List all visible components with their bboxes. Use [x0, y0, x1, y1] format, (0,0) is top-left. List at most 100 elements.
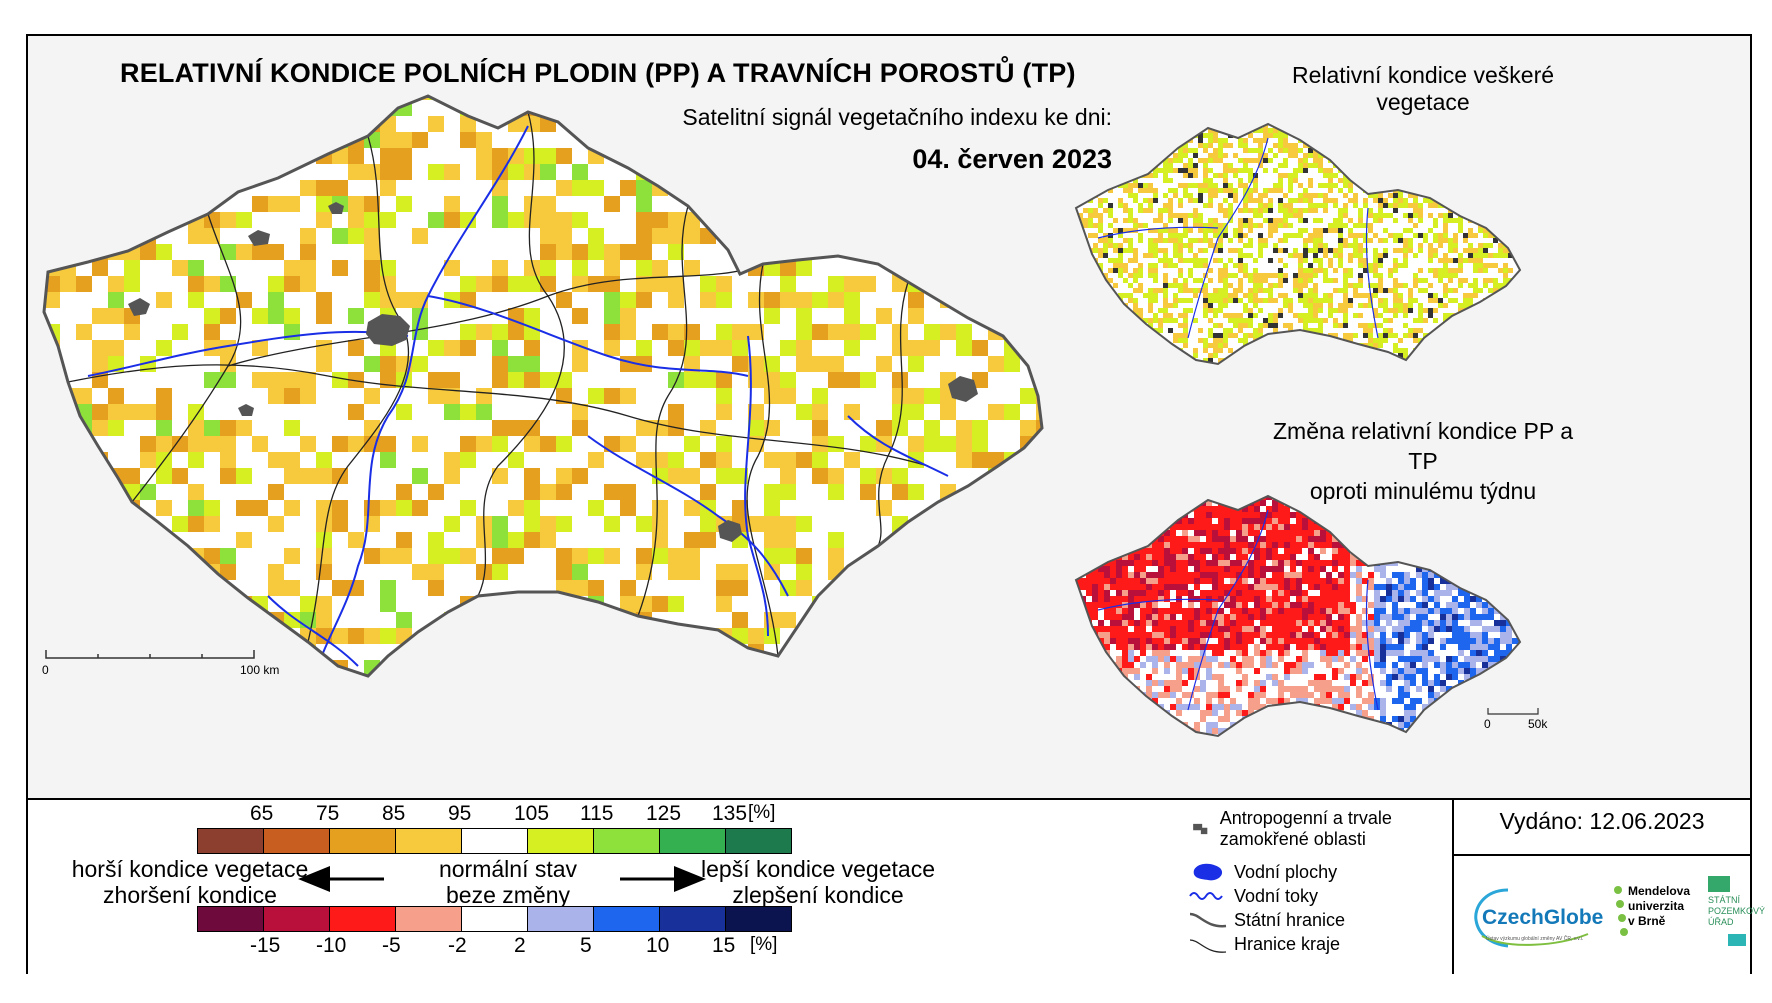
spu-logo: STÁTNÍ POZEMKOVÝ ÚŘAD [1708, 876, 1765, 946]
inset-scale-zero: 0 [1484, 717, 1491, 731]
main-scale-bar [45, 650, 255, 659]
change-unit: [%] [750, 934, 778, 955]
inset-vegetation-title: Relativní kondice veškeré vegetace [1291, 62, 1555, 115]
inset-change-title-line1: Změna relativní kondice PP a TP [1272, 418, 1573, 474]
legend-tick-label: -15 [250, 934, 281, 957]
condition-unit: [%] [748, 802, 776, 823]
spu-line2: POZEMKOVÝ [1708, 906, 1766, 916]
legend-tick-label: 65 [250, 802, 274, 825]
mendel-dots-icon [1614, 886, 1628, 936]
prague-urban-area [366, 314, 410, 346]
left-arrow-icon [298, 866, 384, 892]
mendel-university-logo: Mendelova univerzita v Brně [1614, 884, 1691, 936]
legend-color-segment [197, 828, 264, 854]
legend-color-segment [461, 828, 528, 854]
legend-area: 65 75 85 95 105 115 125 135 [%] horší kondice v… [28, 798, 1765, 974]
ostrava-urban-area [948, 376, 978, 402]
legend-color-segment [329, 906, 396, 932]
inset-vegetation-map [1074, 122, 1522, 366]
legend-tick-label: -2 [448, 934, 467, 957]
legend-color-segment [659, 828, 726, 854]
legend-color-segment [725, 906, 792, 932]
legend-water-bodies: Vodní plochy [1188, 860, 1337, 884]
legend-state-border: Státní hranice [1188, 908, 1345, 932]
inset-change-title: Změna relativní kondice PP a TP oproti m… [1258, 416, 1588, 506]
legend-color-segment [593, 828, 660, 854]
legend-tick-label: 135 [712, 802, 748, 825]
legend-divider-horizontal [1452, 854, 1750, 856]
water-body-icon [1193, 863, 1223, 881]
legend-tick-label: 105 [514, 802, 550, 825]
inset-change-map: 0 50km [1074, 494, 1548, 738]
better-condition-line2: zlepšení kondice [732, 882, 904, 908]
legend-divider-vertical [1452, 800, 1454, 974]
legend-color-segment [725, 828, 792, 854]
change-color-bar [197, 906, 792, 932]
legend-tick-label: 115 [580, 802, 614, 825]
state-border-icon [1189, 912, 1227, 928]
normal-state-line1: normální stav [438, 856, 578, 882]
mendel-line3: v Brně [1628, 914, 1666, 928]
czechglobe-logo: CzechGlobe Ústav výzkumu globální změny … [1468, 876, 1608, 956]
legend-color-segment [395, 828, 462, 854]
legend-color-segment [659, 906, 726, 932]
legend-tick-label: 125 [646, 802, 682, 825]
normal-state-text: normální stav beze změny [408, 856, 608, 908]
right-arrow-icon [620, 866, 706, 892]
main-scale-end: 100 km [240, 663, 279, 677]
czechglobe-arc-icon [1474, 888, 1589, 948]
legend-tick-label: -5 [382, 934, 401, 957]
legend-tick-label: 85 [382, 802, 406, 825]
legend-tick-label: 75 [316, 802, 340, 825]
legend-color-segment [263, 828, 330, 854]
date-label: 04. červen 2023 [912, 144, 1112, 174]
spu-accent-icon [1728, 934, 1746, 946]
main-title: RELATIVNÍ KONDICE POLNÍCH PLODIN (PP) A … [120, 58, 1076, 88]
czechglobe-subtitle: Ústav výzkumu globální změny AV ČR, v.v.… [1486, 936, 1584, 942]
inset-change-title-line2: oproti minulému týdnu [1309, 478, 1537, 504]
legend-color-segment [527, 906, 594, 932]
legend-color-segment [197, 906, 264, 932]
inset-scale-bar [1487, 708, 1539, 715]
legend-anthropogenic-label: Antropogenní a trvale zamokřené oblasti [1219, 808, 1392, 849]
map-area: RELATIVNÍ KONDICE POLNÍCH PLODIN (PP) A … [28, 36, 1750, 798]
legend-color-segment [527, 828, 594, 854]
legend-water-streams: Vodní toky [1188, 884, 1318, 908]
main-czech-map: 0 100 km [42, 94, 1044, 678]
condition-color-bar [197, 828, 792, 854]
mendel-line2: univerzita [1628, 899, 1685, 913]
legend-tick-label: -10 [316, 934, 347, 957]
mendel-line1: Mendelova [1628, 884, 1691, 898]
worse-change-line2: zhoršení kondice [103, 882, 277, 908]
legend-tick-label: 15 [712, 934, 736, 957]
issued-date: Vydáno: 12.06.2023 [1499, 808, 1705, 834]
brno-urban-area [718, 520, 742, 542]
legend-anthropogenic: Antropogenní a trvale zamokřené oblasti [1188, 808, 1428, 850]
spu-line1: STÁTNÍ [1708, 895, 1741, 905]
legend-tick-label: 5 [580, 934, 592, 957]
legend-state-border-label: Státní hranice [1234, 909, 1346, 930]
spu-line3: ÚŘAD [1708, 917, 1734, 927]
legend-tick-label: 2 [514, 934, 526, 957]
legend-tick-label: 95 [448, 802, 472, 825]
legend-color-segment [329, 828, 396, 854]
map-frame: RELATIVNÍ KONDICE POLNÍCH PLODIN (PP) A … [26, 34, 1765, 974]
anthropogenic-area-icon [1193, 823, 1208, 835]
legend-color-segment [593, 906, 660, 932]
legend-tick-label: 10 [646, 934, 670, 957]
subtitle: Satelitní signál vegetačního indexu ke d… [682, 104, 1112, 130]
legend-color-segment [263, 906, 330, 932]
better-condition-line1: lepší kondice vegetace [701, 856, 935, 882]
water-stream-icon [1189, 892, 1223, 900]
main-scale-zero: 0 [42, 663, 49, 677]
legend-color-segment [461, 906, 528, 932]
spu-mark-icon [1708, 876, 1730, 892]
worse-condition-text: horší kondice vegetace zlepšení kondice … [50, 856, 330, 908]
legend-water-streams-label: Vodní toky [1234, 885, 1319, 906]
worse-condition-line1: horší kondice vegetace [71, 856, 309, 882]
better-condition-text: lepší kondice vegetace zlepšení kondice [688, 856, 948, 908]
legend-color-segment [395, 906, 462, 932]
czechglobe-name: CzechGlobe [1482, 906, 1604, 929]
normal-state-line2: beze změny [445, 882, 570, 908]
region-border-icon [1189, 939, 1227, 953]
